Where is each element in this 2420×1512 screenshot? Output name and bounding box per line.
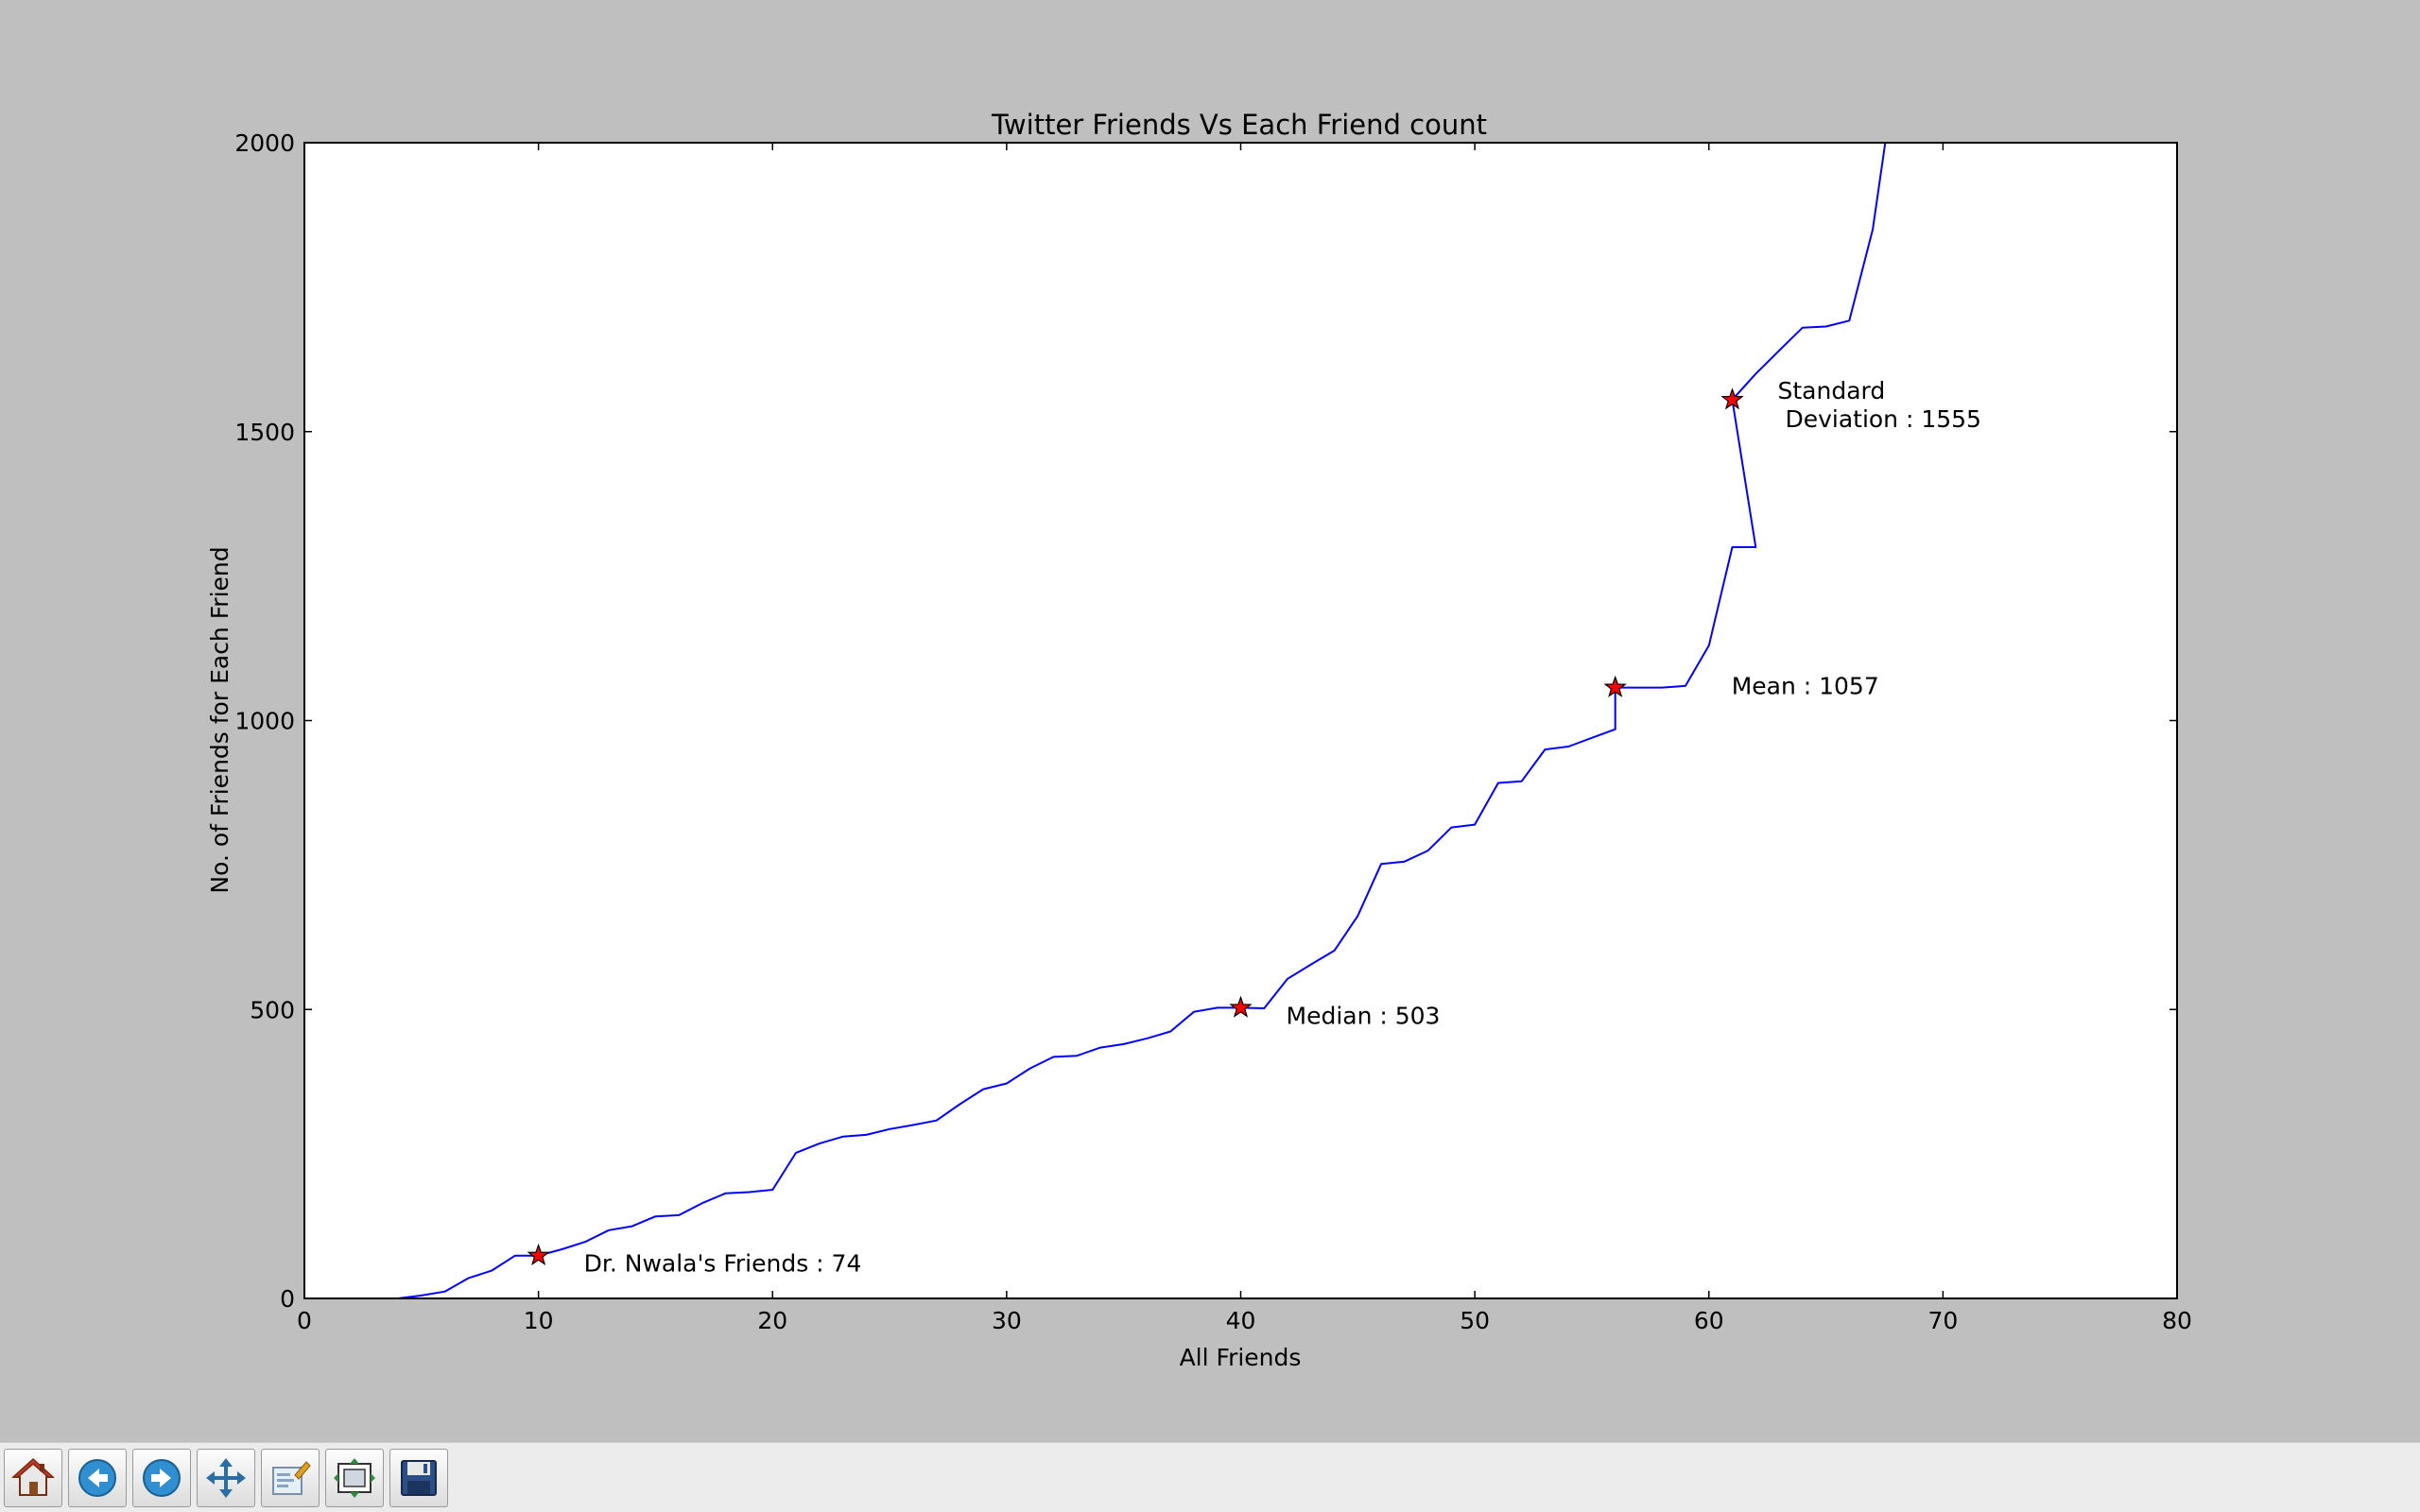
star-marker <box>527 1243 550 1266</box>
annotation-label: Standard Deviation : 1555 <box>1778 377 1981 433</box>
y-tick-label: 500 <box>250 996 295 1023</box>
annotation-label: Dr. Nwala's Friends : 74 <box>584 1250 862 1278</box>
x-axis-label: All Friends <box>1180 1344 1302 1371</box>
chart-title: Twitter Friends Vs Each Friend count <box>991 109 1487 141</box>
save-button[interactable] <box>389 1448 448 1507</box>
zoom-button[interactable] <box>261 1448 320 1507</box>
annotation-line: Deviation : 1555 <box>1778 405 1981 433</box>
pan-icon <box>206 1457 246 1498</box>
series-line <box>327 143 1887 1298</box>
x-tick-label: 50 <box>1460 1307 1490 1334</box>
x-tick-label: 0 <box>297 1307 312 1334</box>
subplots-icon <box>334 1457 375 1498</box>
figure-canvas: Twitter Friends Vs Each Friend count 0 10… <box>206 109 2192 1371</box>
back-button[interactable] <box>68 1448 127 1507</box>
annotation-label: Mean : 1057 <box>1732 673 1879 700</box>
x-tick-label: 20 <box>757 1307 787 1334</box>
y-tick-label: 0 <box>280 1285 295 1313</box>
zoom-icon <box>272 1460 311 1495</box>
home-button[interactable] <box>4 1448 62 1507</box>
back-icon <box>78 1458 116 1497</box>
save-icon <box>401 1459 437 1496</box>
annotation-labels: Dr. Nwala's Friends : 74 Median : 503 Mean… <box>584 377 1981 1278</box>
annotation-markers <box>527 387 1744 1266</box>
star-marker <box>1603 675 1627 697</box>
annotation-line: Standard <box>1778 377 1886 404</box>
star-marker <box>1720 387 1744 410</box>
y-tick-label: 1500 <box>234 419 295 446</box>
plot-frame <box>303 142 2178 1299</box>
x-tick-label: 30 <box>992 1307 1022 1334</box>
x-tick-label: 80 <box>2162 1307 2192 1334</box>
subplots-button[interactable] <box>325 1448 384 1507</box>
star-marker <box>1229 995 1253 1018</box>
navigation-toolbar <box>0 1442 2420 1512</box>
x-tick-label: 10 <box>524 1307 554 1334</box>
annotation-label: Median : 503 <box>1287 1002 1441 1029</box>
x-tick-label: 70 <box>1927 1307 1958 1334</box>
y-tick-label: 2000 <box>234 129 295 157</box>
series-layer <box>327 143 1887 1298</box>
pan-button[interactable] <box>197 1448 255 1507</box>
home-icon <box>11 1457 55 1496</box>
plot-area <box>304 143 2177 1298</box>
y-axis-label: No. of Friends for Each Friend <box>206 546 233 893</box>
forward-button[interactable] <box>132 1448 191 1507</box>
tick-labels: 0 10 20 30 40 50 60 70 80 0 500 1000 1500 2000 <box>234 129 2192 1334</box>
y-tick-label: 1000 <box>234 708 295 735</box>
line-chart: Twitter Friends Vs Each Friend count 0 10… <box>206 109 2192 1371</box>
x-tick-label: 60 <box>1694 1307 1724 1334</box>
x-tick-label: 40 <box>1226 1307 1256 1334</box>
forward-icon <box>143 1458 181 1497</box>
